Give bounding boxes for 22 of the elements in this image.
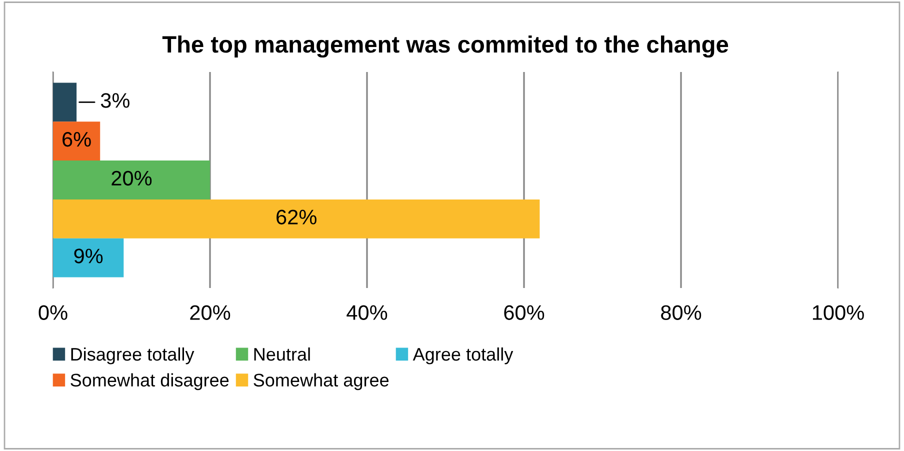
legend-label: Neutral <box>254 347 310 361</box>
legend-label: Disagree totally <box>71 347 194 364</box>
bar <box>53 82 77 122</box>
data-label: 9% <box>74 248 103 264</box>
bar <box>53 122 100 161</box>
bar <box>53 199 540 238</box>
chart-title: The top management was commited to the change <box>162 35 728 58</box>
x-tick-label: 40% <box>346 305 388 320</box>
x-tick-label: 20% <box>190 305 230 320</box>
x-tick-label: 80% <box>661 305 702 320</box>
x-tick-label: 0% <box>38 305 68 320</box>
data-label: 20% <box>112 170 152 186</box>
x-tick-label: 100% <box>812 305 864 320</box>
bar <box>53 160 210 200</box>
x-tick-label: 60% <box>504 305 544 320</box>
legend-label: Agree totally <box>412 347 514 364</box>
data-label: 6% <box>62 132 91 147</box>
data-label: 62% <box>276 210 316 224</box>
data-label: 3% <box>100 93 130 108</box>
bar <box>53 238 124 278</box>
legend-label: Somewhat disagree <box>70 373 229 390</box>
legend-label: Somewhat agree <box>254 373 389 390</box>
